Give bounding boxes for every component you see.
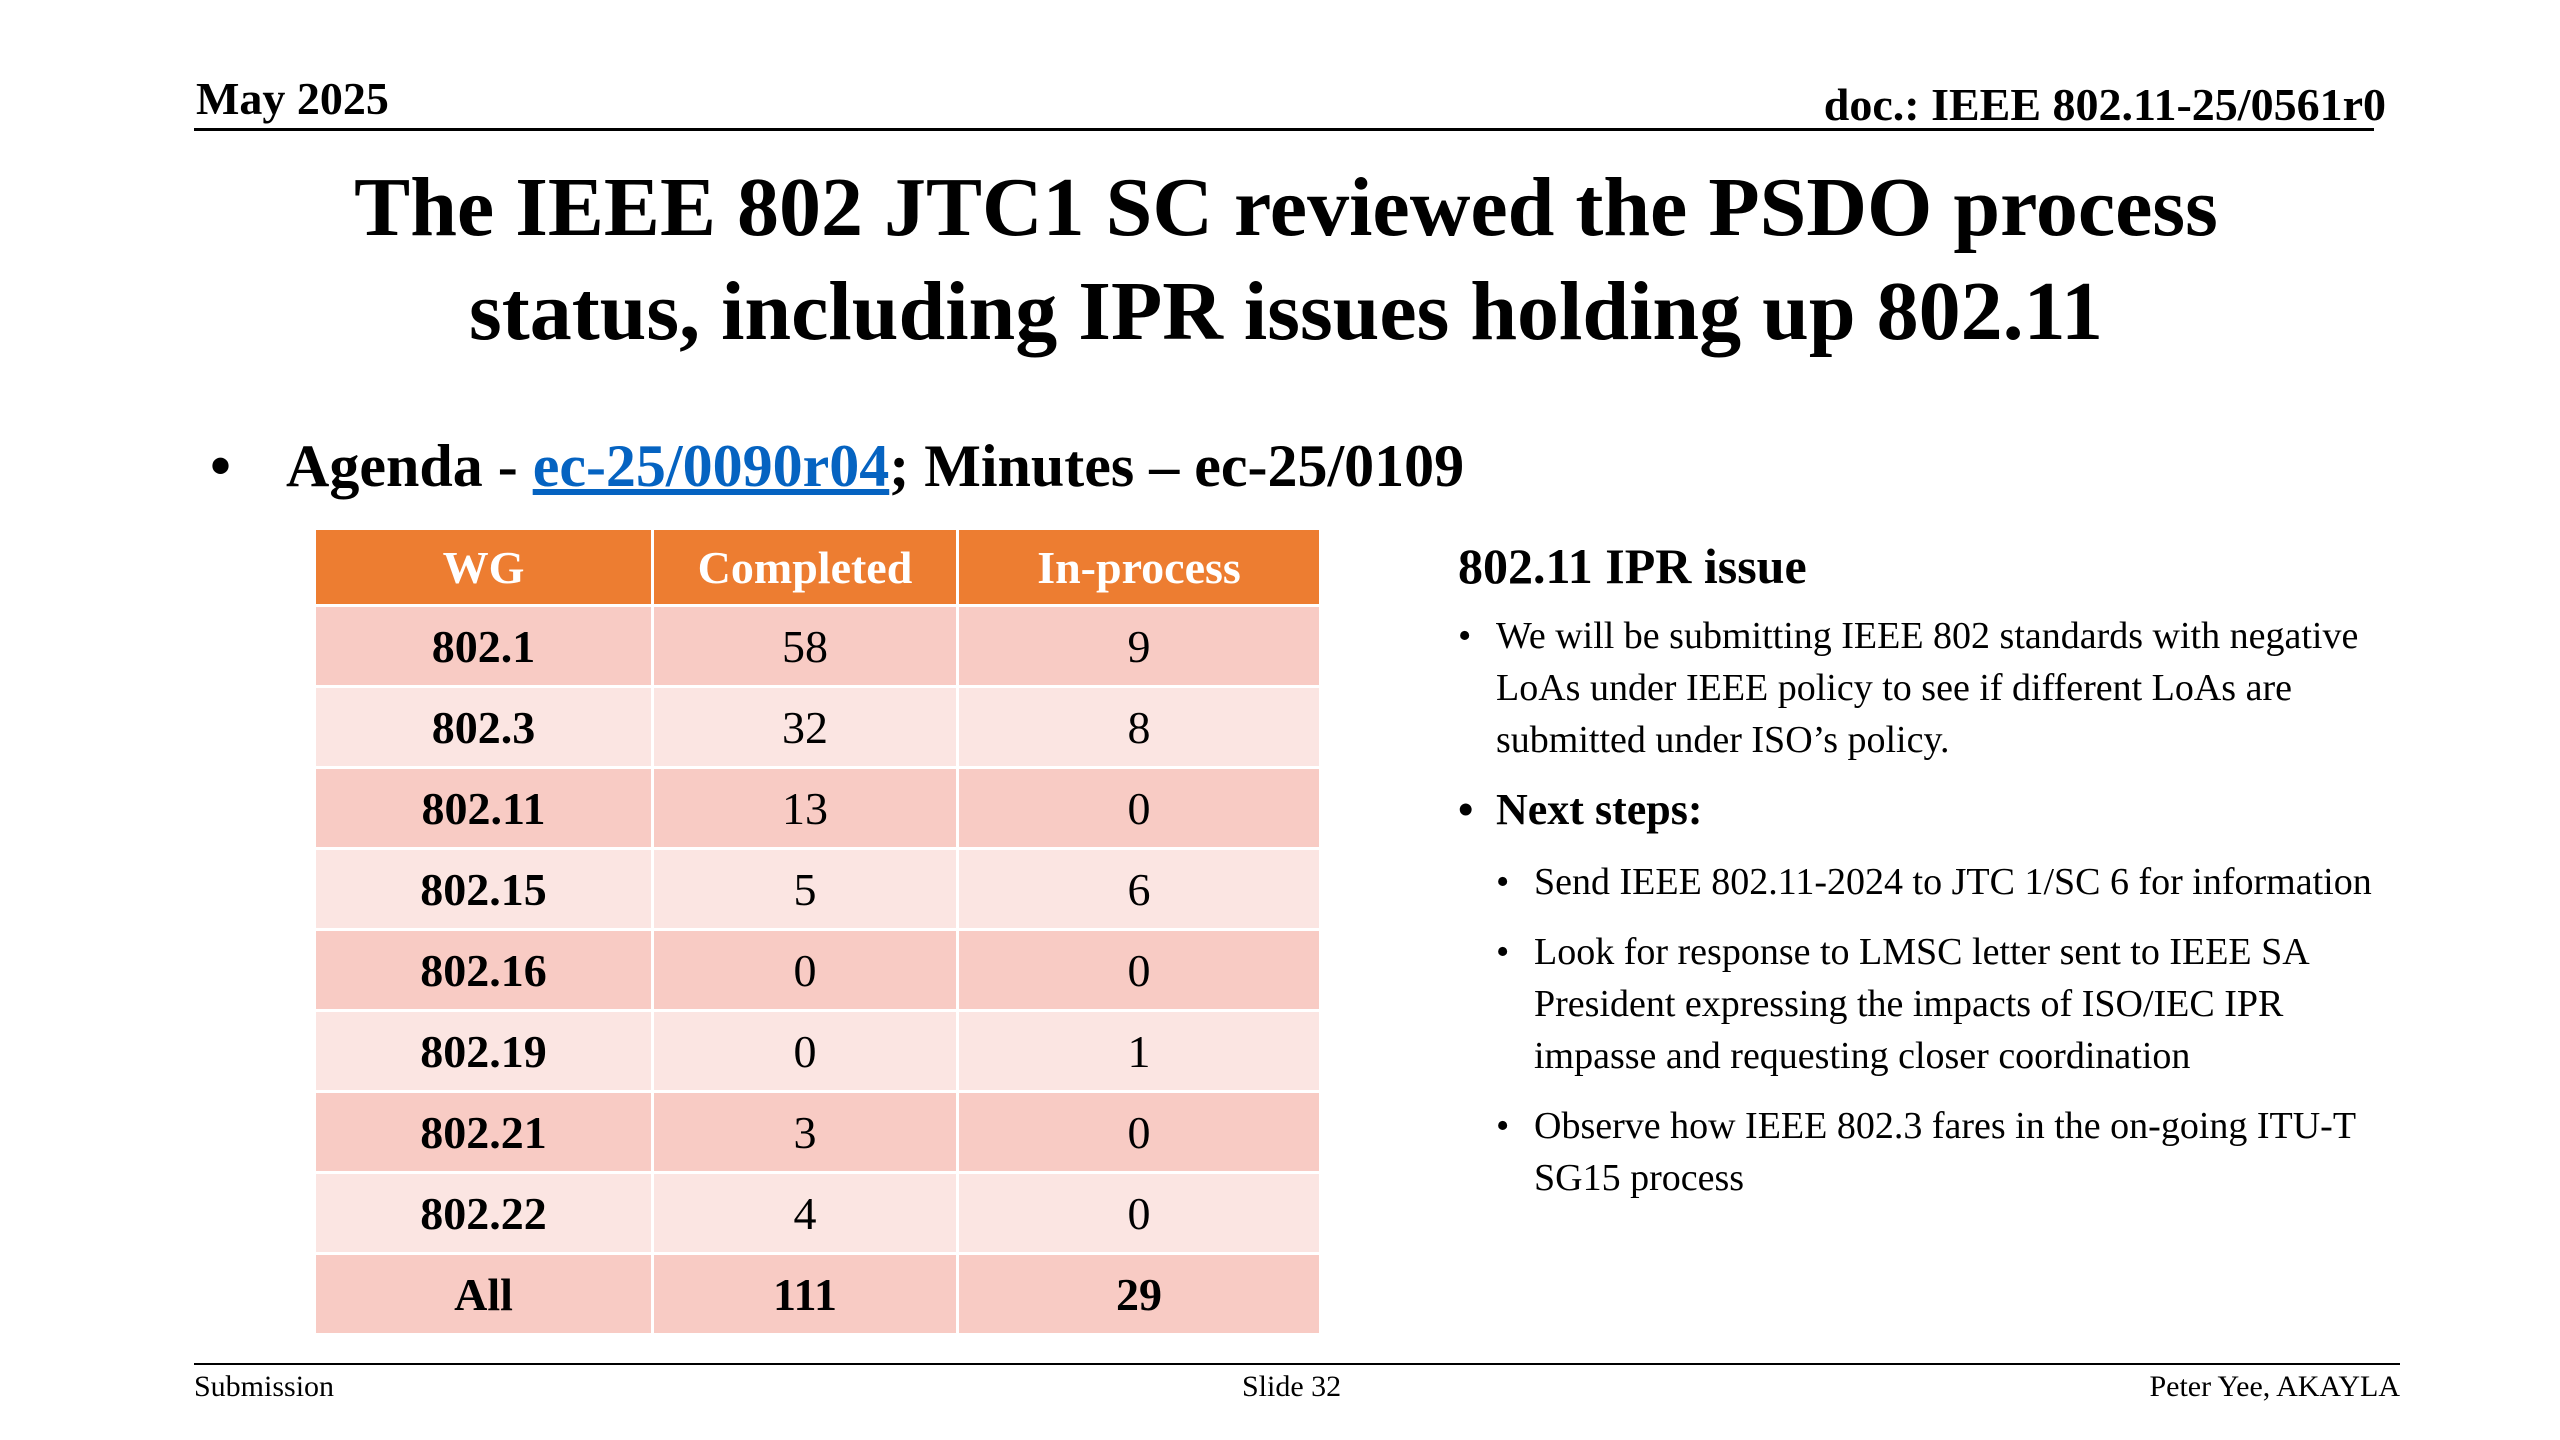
wg-status-table: WG Completed In-process 802.1 58 9 802.3…: [316, 530, 1322, 1336]
cell-wg: 802.22: [316, 1172, 654, 1255]
table-row: 802.19 0 1: [316, 1010, 1322, 1093]
footer-slide-number: Slide 32: [1242, 1370, 1342, 1403]
next-step-item: Look for response to LMSC letter sent to…: [1458, 926, 2408, 1082]
table-total-row: All 111 29: [316, 1252, 1322, 1336]
cell-wg: 802.3: [316, 686, 654, 769]
cell-wg: 802.15: [316, 848, 654, 931]
header-divider: [194, 128, 2374, 131]
cell-wg: 802.19: [316, 1010, 654, 1093]
table-header-row: WG Completed In-process: [316, 530, 1322, 607]
cell-completed-total: 111: [652, 1252, 959, 1336]
header-wg: WG: [316, 530, 654, 607]
table-row: 802.21 3 0: [316, 1091, 1322, 1174]
agenda-link[interactable]: ec-25/0090r04: [532, 433, 890, 499]
header-completed: Completed: [652, 530, 959, 607]
agenda-line: • Agenda - ec-25/0090r04; Minutes – ec-25…: [210, 432, 1464, 501]
table-row: 802.15 5 6: [316, 848, 1322, 931]
slide-title-line-1: The IEEE 802 JTC1 SC reviewed the PSDO p…: [354, 161, 2218, 254]
cell-in-process: 9: [957, 605, 1322, 688]
cell-completed: 3: [652, 1091, 959, 1174]
cell-wg-total: All: [316, 1252, 654, 1336]
cell-in-process: 6: [957, 848, 1322, 931]
cell-completed: 4: [652, 1172, 959, 1255]
cell-in-process-total: 29: [957, 1252, 1322, 1336]
cell-in-process: 0: [957, 1091, 1322, 1174]
cell-wg: 802.16: [316, 929, 654, 1012]
next-step-item: Observe how IEEE 802.3 fares in the on-g…: [1458, 1100, 2408, 1204]
agenda-bullet: •: [210, 433, 232, 499]
cell-wg: 802.11: [316, 767, 654, 850]
ipr-issue-panel: 802.11 IPR issue We will be submitting I…: [1458, 540, 2408, 1222]
footer-author: Peter Yee, AKAYLA: [2149, 1370, 2400, 1403]
header-in-process: In-process: [957, 530, 1322, 607]
cell-in-process: 8: [957, 686, 1322, 769]
cell-completed: 58: [652, 605, 959, 688]
table-row: 802.1 58 9: [316, 605, 1322, 688]
header-doc-id: doc.: IEEE 802.11-25/0561r0: [1823, 79, 2386, 130]
cell-in-process: 0: [957, 767, 1322, 850]
cell-in-process: 0: [957, 1172, 1322, 1255]
table-row: 802.11 13 0: [316, 767, 1322, 850]
cell-completed: 5: [652, 848, 959, 931]
ipr-heading: 802.11 IPR issue: [1458, 538, 1807, 594]
agenda-prefix: Agenda -: [286, 433, 533, 499]
ipr-bullet: We will be submitting IEEE 802 standards…: [1458, 610, 2408, 766]
cell-wg: 802.21: [316, 1091, 654, 1174]
slide-title-line-2: status, including IPR issues holding up …: [469, 265, 2103, 358]
cell-completed: 0: [652, 1010, 959, 1093]
table-row: 802.22 4 0: [316, 1172, 1322, 1255]
table-row: 802.16 0 0: [316, 929, 1322, 1012]
table-row: 802.3 32 8: [316, 686, 1322, 769]
agenda-suffix: ; Minutes – ec-25/0109: [889, 433, 1465, 499]
slide-title: The IEEE 802 JTC1 SC reviewed the PSDO p…: [196, 156, 2376, 364]
next-steps-heading: Next steps:: [1458, 784, 2408, 836]
cell-in-process: 1: [957, 1010, 1322, 1093]
cell-completed: 13: [652, 767, 959, 850]
footer-divider: [194, 1363, 2400, 1365]
cell-in-process: 0: [957, 929, 1322, 1012]
cell-completed: 32: [652, 686, 959, 769]
header-date: May 2025: [196, 73, 389, 124]
next-step-item: Send IEEE 802.11-2024 to JTC 1/SC 6 for …: [1458, 856, 2408, 908]
cell-completed: 0: [652, 929, 959, 1012]
footer-submission: Submission: [194, 1370, 335, 1403]
cell-wg: 802.1: [316, 605, 654, 688]
